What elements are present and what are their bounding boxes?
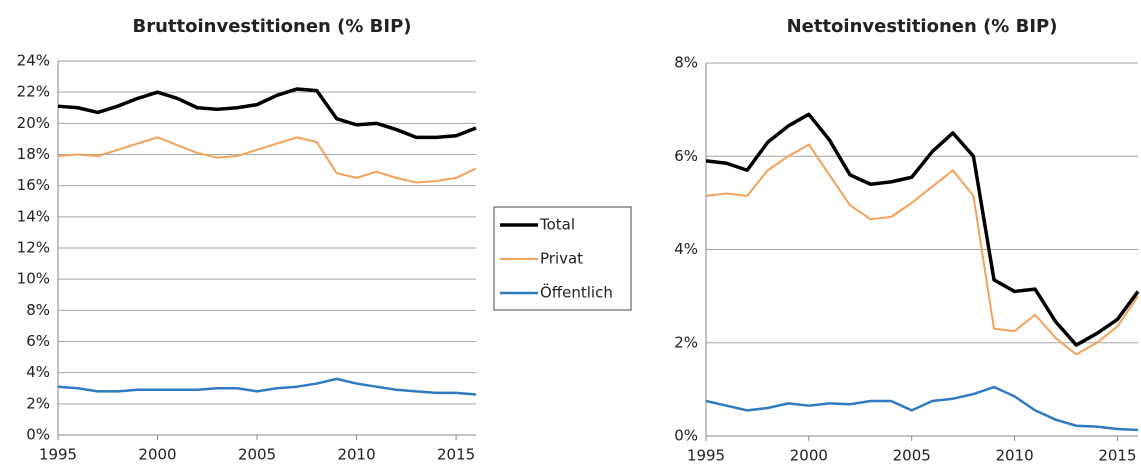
y-tick-label: 4% (674, 240, 698, 258)
y-tick-label: 18% (17, 145, 50, 163)
y-tick-label: 2% (674, 333, 698, 351)
y-tick-label: 2% (26, 394, 50, 412)
line-series (57, 87, 477, 140)
x-tick-label: 2005 (238, 446, 276, 464)
y-tick-label: 22% (17, 83, 50, 101)
x-tick-label: 1995 (687, 447, 725, 465)
chart-title: Nettoinvestitionen (% BIP) (787, 16, 1058, 37)
x-tick-label: 2010 (995, 447, 1033, 465)
x-tick-label: 2015 (437, 446, 475, 464)
y-tick-label: 0% (674, 427, 698, 445)
y-tick-label: 24% (17, 52, 50, 70)
x-tick-label: 1995 (39, 446, 77, 464)
line-series (57, 377, 477, 396)
y-tick-label: 8% (26, 301, 50, 319)
y-tick-label: 4% (26, 363, 50, 381)
x-tick-label: 2015 (1098, 447, 1136, 465)
line-series (57, 136, 477, 184)
x-tick-label: 2010 (337, 446, 375, 464)
x-tick-label: 2000 (138, 446, 176, 464)
x-tick-label: 2005 (893, 447, 931, 465)
line-series (705, 112, 1140, 347)
y-tick-label: 10% (17, 270, 50, 288)
y-tick-label: 6% (674, 147, 698, 165)
legend-label: Total (539, 216, 575, 234)
y-tick-label: 6% (26, 332, 50, 350)
y-tick-label: 8% (674, 54, 698, 72)
y-tick-label: 12% (17, 239, 50, 257)
legend-label: Privat (540, 250, 583, 268)
y-tick-label: 16% (17, 176, 50, 194)
line-series (705, 143, 1139, 356)
x-tick-label: 2000 (790, 447, 828, 465)
line-series (705, 385, 1139, 432)
legend-label: Öffentlich (540, 283, 613, 302)
chart-title: Bruttoinvestitionen (% BIP) (132, 16, 411, 37)
y-tick-label: 14% (17, 207, 50, 225)
y-tick-label: 0% (26, 426, 50, 444)
y-tick-label: 20% (17, 114, 50, 132)
